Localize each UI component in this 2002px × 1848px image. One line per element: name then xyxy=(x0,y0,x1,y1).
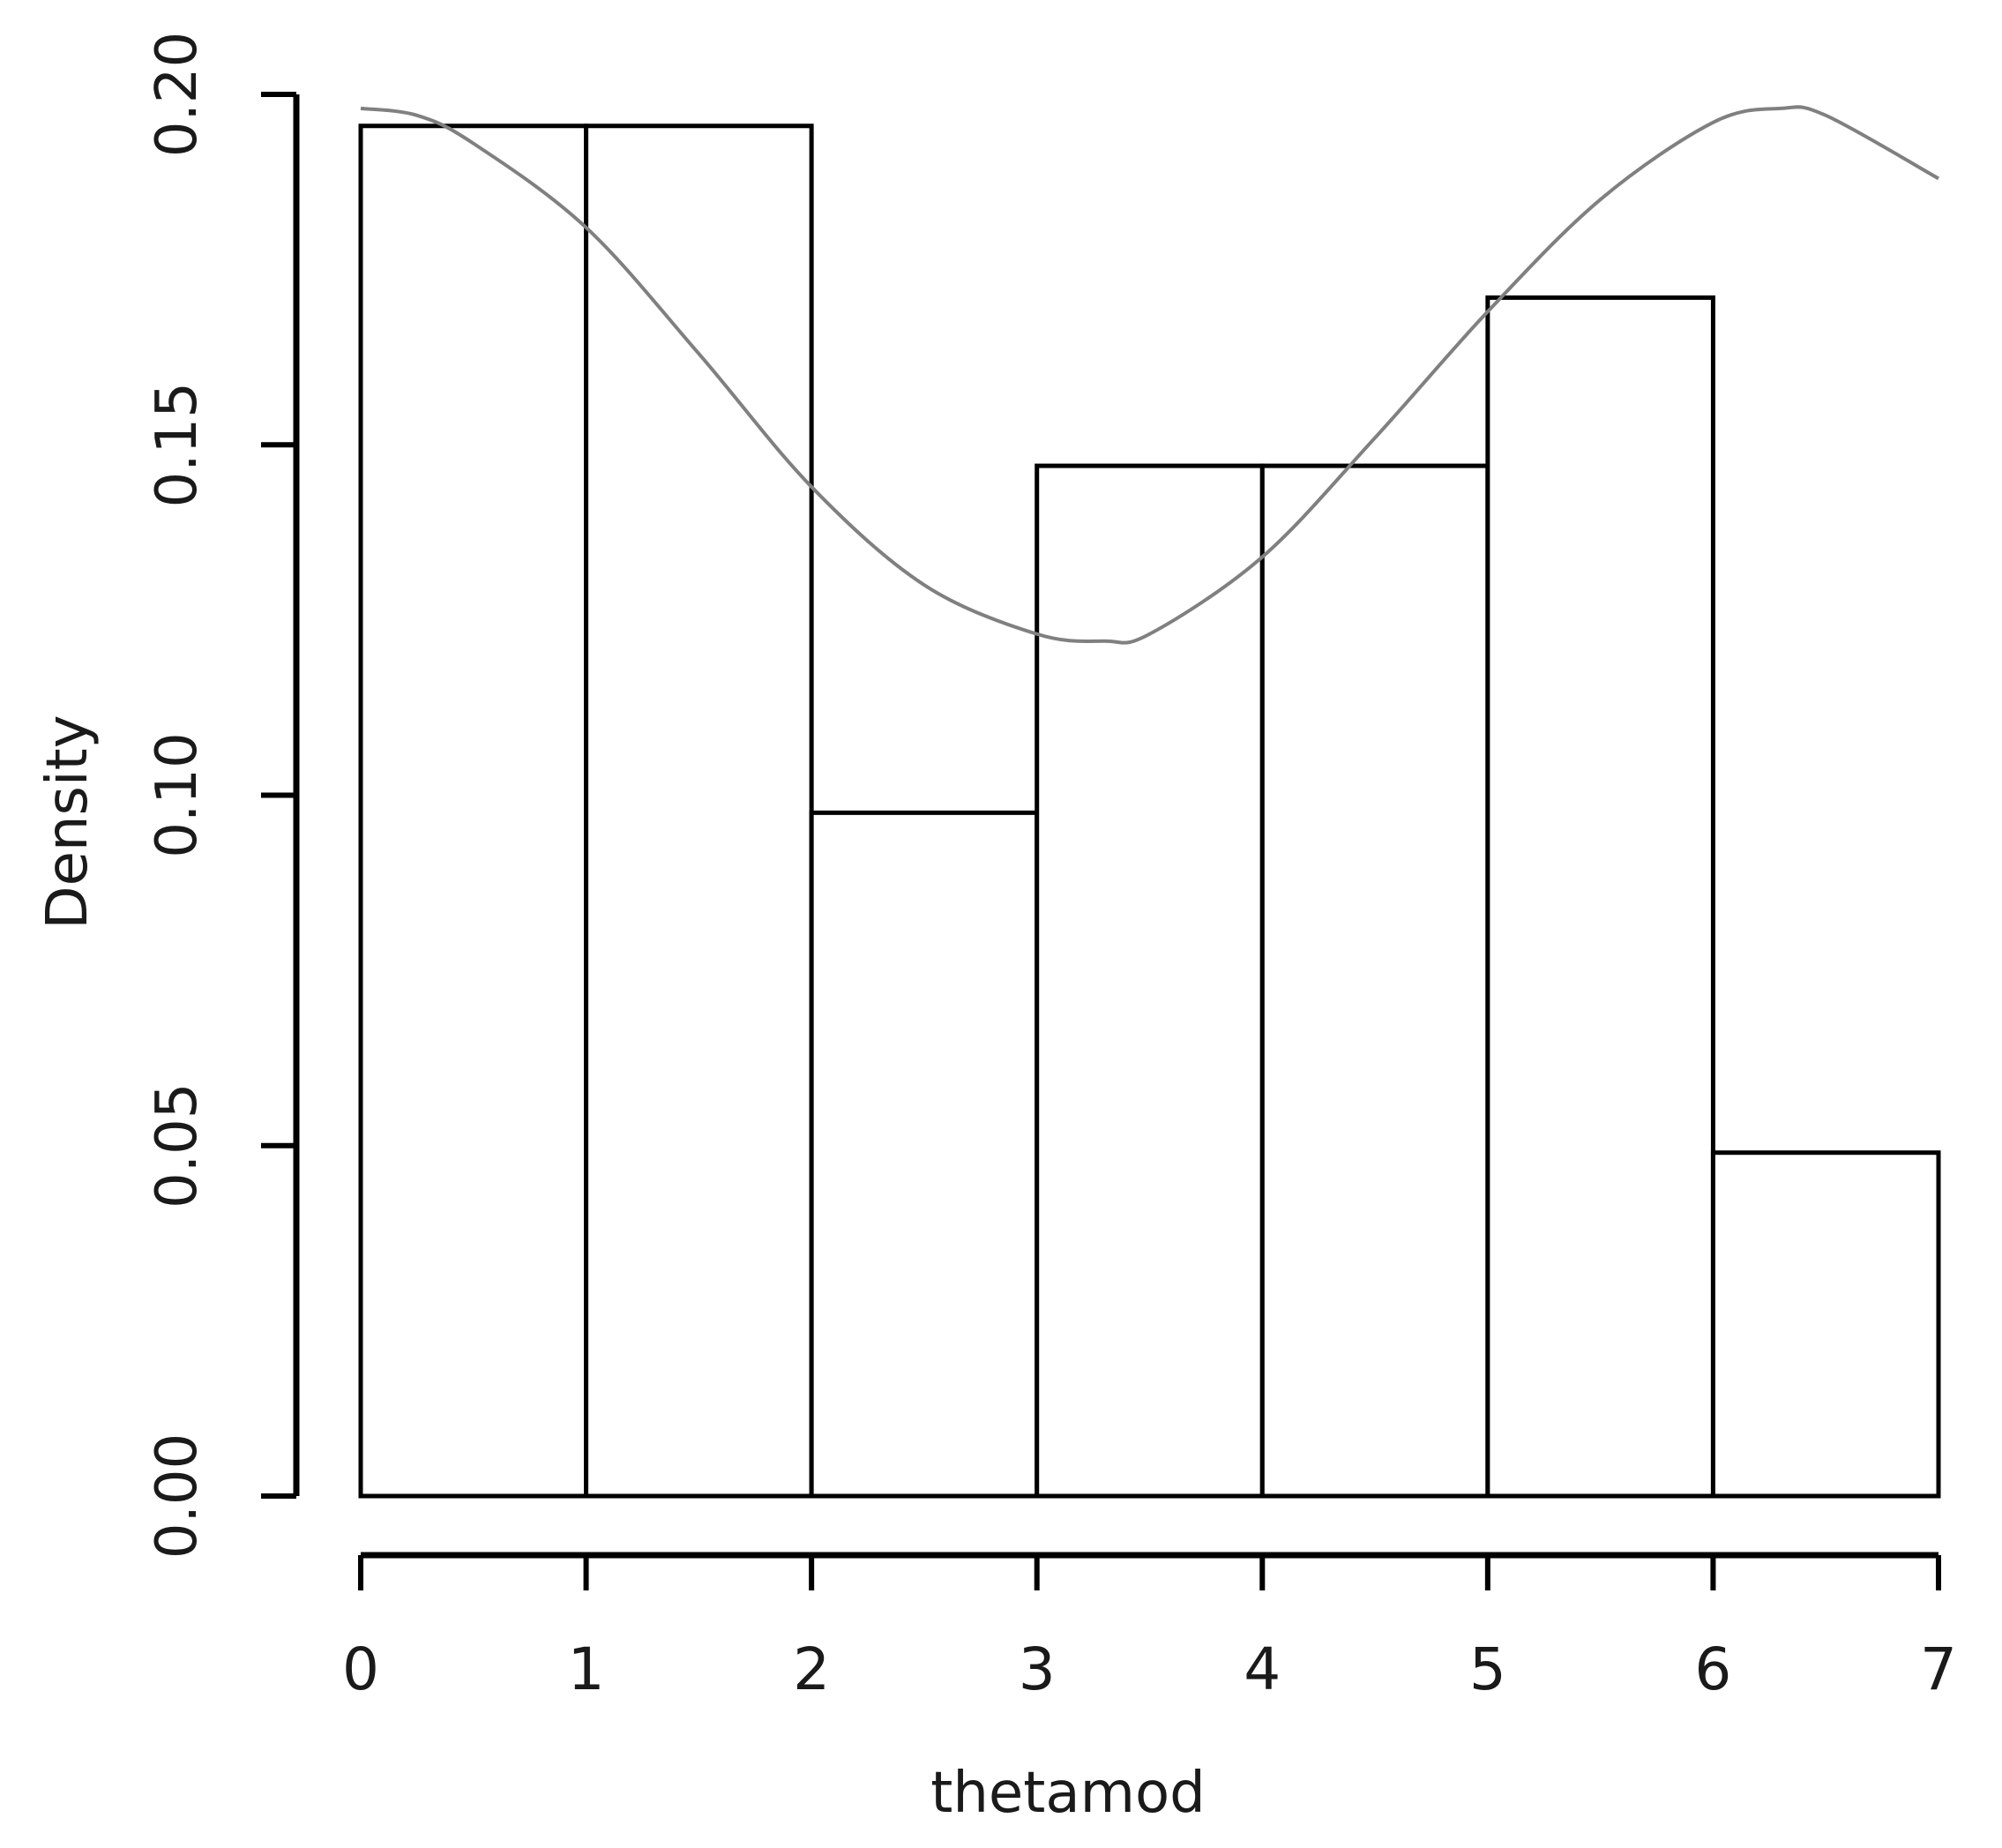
x-tick-label: 7 xyxy=(1920,1635,1957,1703)
density-curve-layer xyxy=(360,105,1939,645)
x-tick-label: 6 xyxy=(1694,1635,1731,1703)
y-tick-label: 0.05 xyxy=(145,1083,210,1209)
histogram-bar-1 xyxy=(358,123,589,1499)
y-tick-label: 0.10 xyxy=(145,732,210,858)
y-axis-title: Density xyxy=(35,715,101,929)
x-tick-label: 5 xyxy=(1469,1635,1506,1703)
histogram-bars xyxy=(358,123,1941,1499)
histogram-bar-3 xyxy=(809,810,1040,1499)
x-tick-label: 1 xyxy=(568,1635,605,1703)
histogram-bar-4 xyxy=(1035,463,1265,1499)
y-tick-label: 0.20 xyxy=(145,32,210,158)
x-tick-label: 4 xyxy=(1244,1635,1281,1703)
x-axis-title: thetamod xyxy=(930,1761,1205,1826)
x-tick-label: 3 xyxy=(1019,1635,1056,1703)
x-tick-label: 0 xyxy=(342,1635,379,1703)
density-curve xyxy=(360,105,1939,645)
y-axis: 0.00 0.05 0.10 0.15 0.20 xyxy=(145,32,300,1560)
histogram-bar-7 xyxy=(1710,1150,1941,1499)
x-tick-label: 2 xyxy=(793,1635,830,1703)
y-tick-label: 0.00 xyxy=(145,1433,210,1560)
histogram-bar-5 xyxy=(1259,463,1490,1499)
x-axis: 0 1 2 3 4 5 6 7 xyxy=(342,1552,1957,1703)
histogram-bar-6 xyxy=(1485,295,1715,1499)
histogram-bar-2 xyxy=(584,123,814,1499)
y-tick-label: 0.15 xyxy=(145,382,210,508)
